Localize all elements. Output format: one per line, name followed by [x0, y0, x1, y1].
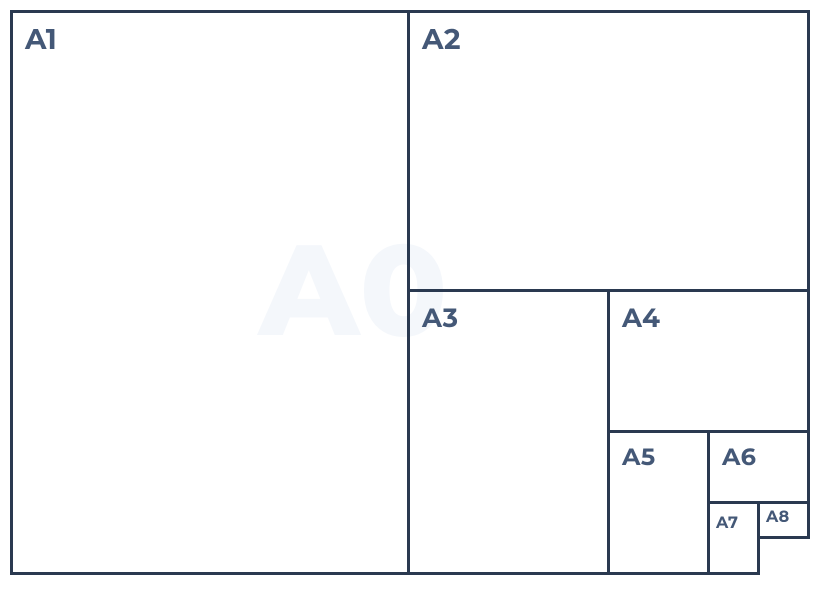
- panel-a2: A2: [407, 10, 810, 292]
- panel-a4: A4: [607, 289, 810, 433]
- label-a8: A8: [766, 508, 790, 527]
- label-a3: A3: [422, 302, 459, 334]
- paper-size-diagram: A0 A1 A2 A3 A4 A5 A6 A7 A8: [0, 0, 820, 600]
- label-a7: A7: [716, 514, 738, 533]
- label-a6: A6: [722, 443, 756, 472]
- panel-a8: A8: [757, 501, 810, 539]
- panel-a7: A7: [707, 501, 760, 575]
- panel-a1: A1: [10, 10, 410, 575]
- panel-a6: A6: [707, 430, 810, 504]
- label-a1: A1: [25, 23, 57, 57]
- panel-a3: A3: [407, 289, 610, 575]
- panel-a5: A5: [607, 430, 710, 575]
- label-a4: A4: [622, 302, 660, 334]
- label-a5: A5: [622, 443, 656, 472]
- label-a2: A2: [422, 23, 461, 57]
